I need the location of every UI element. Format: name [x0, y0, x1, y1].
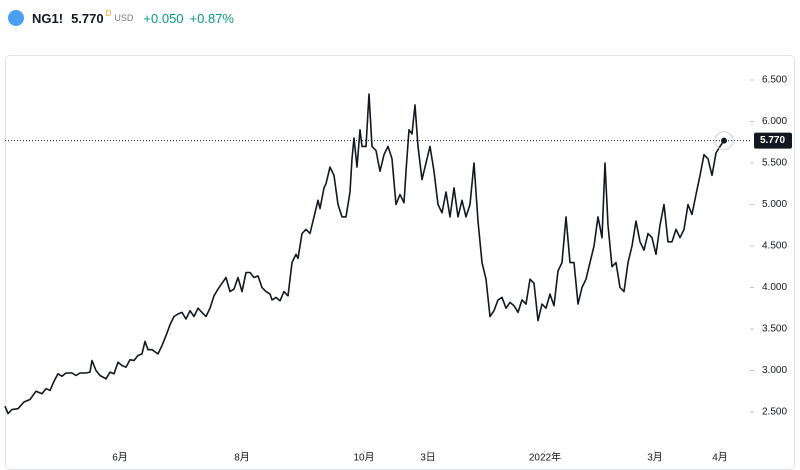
x-tick-label: 10月 — [353, 452, 374, 464]
chart-frame — [5, 55, 795, 470]
x-tick-label: 2022年 — [529, 451, 561, 464]
currency: USD — [114, 13, 134, 23]
y-tick-label: 5.000 — [762, 199, 787, 210]
symbol[interactable]: NG1! — [32, 10, 64, 26]
symbol-icon — [8, 10, 24, 26]
last-point-halo — [714, 131, 734, 151]
y-tick-label: 6.500 — [762, 75, 787, 86]
x-tick-label: 3日 — [420, 453, 436, 464]
price-flag: D — [105, 9, 112, 18]
change: +0.050 — [143, 10, 184, 26]
y-tick-label: 3.000 — [762, 365, 787, 376]
y-tick-label: 3.500 — [762, 324, 787, 335]
y-tick-label: 4.500 — [762, 241, 787, 252]
y-tick-label: 5.500 — [762, 158, 787, 169]
change-percent: +0.87% — [189, 10, 234, 26]
y-tick-label: 4.000 — [762, 282, 787, 293]
current-price-label: 5.770 — [760, 135, 785, 146]
x-tick-label: 8月 — [234, 452, 250, 464]
current-price-box — [754, 132, 792, 149]
price: 5.770 — [71, 10, 104, 26]
y-tick-label: 2.500 — [762, 407, 787, 418]
header: NG1! 5.770 D USD +0.050 +0.87% — [0, 0, 800, 36]
price-line — [4, 93, 725, 415]
x-tick-label: 3月 — [647, 452, 663, 464]
x-tick-label: 6月 — [112, 452, 128, 464]
last-point — [721, 137, 727, 144]
x-tick-label: 4月 — [712, 452, 728, 464]
y-tick-label: 6.000 — [762, 116, 787, 127]
